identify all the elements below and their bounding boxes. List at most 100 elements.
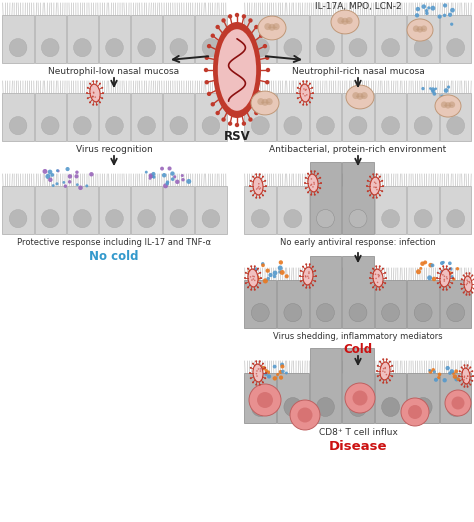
Circle shape <box>384 367 386 369</box>
Circle shape <box>242 14 246 19</box>
Circle shape <box>466 364 469 366</box>
Circle shape <box>468 281 470 282</box>
Circle shape <box>273 365 276 369</box>
Bar <box>375 93 406 141</box>
Circle shape <box>310 184 311 186</box>
Circle shape <box>264 377 266 379</box>
Ellipse shape <box>414 397 432 417</box>
Bar <box>342 15 374 63</box>
Circle shape <box>311 87 313 89</box>
Circle shape <box>265 371 268 374</box>
Circle shape <box>307 192 309 193</box>
Circle shape <box>254 111 258 115</box>
Circle shape <box>471 370 474 372</box>
Circle shape <box>382 358 384 360</box>
Circle shape <box>392 370 394 372</box>
Circle shape <box>381 180 383 182</box>
Circle shape <box>312 92 314 94</box>
Circle shape <box>265 268 270 273</box>
Ellipse shape <box>253 177 263 195</box>
Circle shape <box>260 366 264 371</box>
Circle shape <box>466 282 468 284</box>
Circle shape <box>420 262 425 266</box>
Circle shape <box>374 182 375 183</box>
Ellipse shape <box>317 39 334 57</box>
Ellipse shape <box>73 39 91 57</box>
Text: No cold: No cold <box>89 250 139 263</box>
Circle shape <box>297 87 299 89</box>
Circle shape <box>382 382 384 384</box>
Circle shape <box>247 268 249 270</box>
Circle shape <box>78 185 83 190</box>
Bar <box>245 186 276 234</box>
Circle shape <box>378 276 380 278</box>
Text: RSV: RSV <box>224 130 250 143</box>
Circle shape <box>317 173 319 175</box>
Circle shape <box>379 265 381 267</box>
Ellipse shape <box>138 209 155 228</box>
Circle shape <box>252 382 254 383</box>
Ellipse shape <box>258 16 286 40</box>
Circle shape <box>149 174 153 178</box>
Circle shape <box>423 21 427 24</box>
Circle shape <box>273 275 276 278</box>
Circle shape <box>449 268 451 270</box>
Circle shape <box>89 101 91 103</box>
Circle shape <box>433 370 436 373</box>
Circle shape <box>92 96 93 98</box>
Circle shape <box>375 183 376 184</box>
Circle shape <box>452 278 456 281</box>
Ellipse shape <box>248 269 258 287</box>
Circle shape <box>443 14 447 17</box>
Ellipse shape <box>349 397 367 417</box>
Circle shape <box>375 187 376 188</box>
Circle shape <box>366 185 368 187</box>
Circle shape <box>300 280 302 282</box>
Circle shape <box>308 277 310 279</box>
Circle shape <box>378 275 380 276</box>
Text: CD8⁺ T cell influx: CD8⁺ T cell influx <box>319 428 397 437</box>
Circle shape <box>255 384 257 386</box>
Text: Neutrophil-low nasal mucosa: Neutrophil-low nasal mucosa <box>48 67 180 76</box>
Ellipse shape <box>414 116 432 135</box>
Circle shape <box>68 180 72 184</box>
Circle shape <box>469 384 471 386</box>
Circle shape <box>408 405 422 419</box>
Circle shape <box>63 181 65 184</box>
Circle shape <box>259 282 261 284</box>
Circle shape <box>471 292 474 293</box>
Circle shape <box>96 104 98 105</box>
Ellipse shape <box>106 39 123 57</box>
Circle shape <box>444 88 448 93</box>
Circle shape <box>317 192 319 193</box>
Circle shape <box>311 97 313 99</box>
Circle shape <box>372 197 374 199</box>
Circle shape <box>256 375 258 377</box>
Ellipse shape <box>170 209 188 228</box>
Circle shape <box>447 278 448 279</box>
Ellipse shape <box>382 303 400 322</box>
Circle shape <box>461 366 463 369</box>
Circle shape <box>419 267 422 270</box>
Bar <box>375 186 406 234</box>
Circle shape <box>273 270 277 275</box>
Bar <box>99 93 130 141</box>
Circle shape <box>391 375 393 377</box>
Circle shape <box>252 175 254 177</box>
Circle shape <box>265 55 269 60</box>
Circle shape <box>250 276 251 278</box>
Circle shape <box>262 382 264 383</box>
Circle shape <box>428 263 433 267</box>
Circle shape <box>319 177 321 179</box>
Circle shape <box>244 277 246 279</box>
Circle shape <box>221 18 226 22</box>
Circle shape <box>469 282 471 283</box>
Circle shape <box>370 272 372 274</box>
Circle shape <box>312 284 314 287</box>
Circle shape <box>221 117 226 122</box>
Bar <box>163 15 194 63</box>
Circle shape <box>314 280 316 282</box>
Circle shape <box>92 104 94 105</box>
Circle shape <box>250 190 252 192</box>
Circle shape <box>436 277 438 279</box>
